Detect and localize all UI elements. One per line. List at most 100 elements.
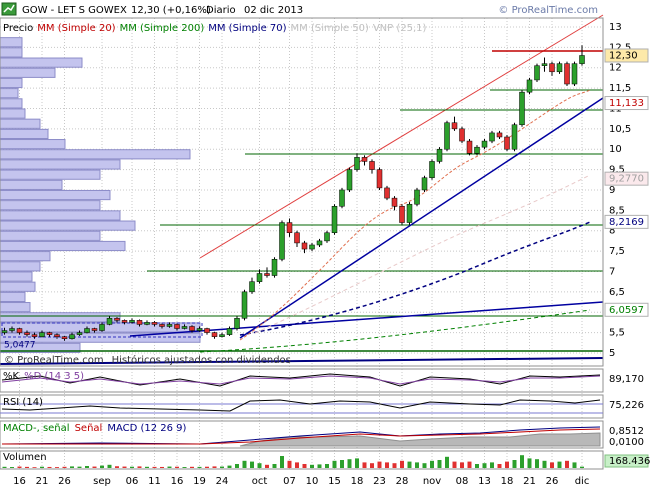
candle-body — [189, 326, 195, 331]
volume-profile-bar — [0, 139, 66, 150]
volume-bar — [535, 459, 539, 468]
candle-body — [219, 334, 225, 337]
x-tick-label: 18 — [351, 476, 364, 487]
panel-last-value: 0,8512 — [609, 426, 644, 437]
volume-bar — [190, 466, 194, 468]
x-tick-label: 13 — [478, 476, 491, 487]
candle-body — [451, 122, 458, 130]
period: Diario — [206, 5, 236, 16]
volume-profile-bar — [0, 302, 31, 313]
volume-profile-bar — [0, 230, 101, 241]
candle-body — [129, 320, 135, 323]
volume-bar — [250, 461, 254, 468]
volume-bar — [47, 466, 52, 468]
candle-body — [166, 324, 173, 327]
volume-bar — [10, 467, 14, 468]
footnote: Históricos ajustados con dividendos — [112, 354, 291, 366]
y-tick-label: 6,5 — [609, 287, 625, 298]
panel-title: Señal — [75, 423, 103, 434]
volume-last-value: 168.436 — [609, 456, 650, 467]
volume-bar — [467, 461, 472, 468]
volume-bar — [205, 466, 209, 468]
volume-profile-bar — [0, 128, 49, 140]
volume-bar — [542, 460, 547, 468]
volume-last-box — [604, 454, 649, 468]
x-tick-label: 11 — [148, 476, 161, 487]
oscillator-panel — [0, 368, 604, 393]
volume-profile-bar — [0, 332, 201, 343]
volume-bar — [85, 466, 89, 468]
price-label-box — [604, 48, 649, 63]
candle-body — [279, 222, 285, 260]
volume-bar — [362, 462, 367, 468]
volume-bar — [242, 460, 247, 468]
volume-bar — [92, 466, 97, 468]
volume-bar — [430, 460, 434, 468]
volume-profile-bar — [0, 47, 23, 58]
volume-bar — [235, 464, 239, 468]
volume-bar — [25, 466, 29, 468]
volume-bar — [130, 466, 134, 468]
candle-body — [459, 128, 465, 142]
volume-bar — [122, 466, 127, 468]
candle-body — [159, 324, 165, 327]
candle-body — [384, 187, 390, 199]
volume-bar — [227, 465, 232, 468]
volume-bar — [107, 464, 112, 468]
volume-bar — [377, 461, 382, 468]
volume-bar — [160, 466, 164, 468]
date: 02 dic 2013 — [244, 5, 303, 16]
candle-body — [256, 273, 263, 282]
volume-profile-bar — [0, 118, 41, 129]
macd-signal — [2, 428, 601, 445]
panel-title: %K — [3, 371, 20, 382]
candle-body — [211, 332, 218, 337]
rsi-panel — [0, 394, 604, 419]
y-tick-label: 8 — [609, 226, 615, 237]
y-tick-label: 13 — [609, 22, 622, 33]
volume-bar — [302, 464, 307, 468]
candle-body — [564, 63, 570, 85]
app-icon-line — [3, 4, 15, 13]
candle-body — [294, 232, 300, 244]
volume-bar — [370, 463, 374, 468]
candle-body — [474, 146, 480, 154]
candle-body — [39, 332, 45, 337]
volume-profile-bar — [0, 291, 26, 303]
volume-bar — [175, 466, 179, 468]
x-tick-label: dic — [575, 476, 590, 487]
volume-profile-bar — [0, 88, 19, 99]
volume-profile-bar — [0, 251, 51, 262]
candle-body — [519, 91, 525, 126]
candle-body — [316, 240, 323, 246]
candle-body — [541, 63, 548, 66]
x-tick-label: 26 — [546, 476, 559, 487]
volume-bar — [100, 465, 104, 468]
volume-bar — [512, 460, 517, 468]
volume-bar — [62, 466, 67, 468]
candle-body — [534, 65, 540, 81]
volume-profile-bar — [0, 149, 191, 160]
x-tick-label: 10 — [306, 476, 319, 487]
candle-body — [234, 318, 240, 329]
volume-bar — [520, 455, 524, 468]
candle-body — [331, 206, 338, 233]
candle-body — [324, 232, 330, 242]
candle-body — [271, 258, 278, 276]
legend-entry: MM (Simple 200) — [120, 23, 205, 34]
volume-bar — [385, 462, 389, 468]
macd-histogram — [239, 432, 601, 447]
oscillator-d — [1, 375, 601, 385]
volume-bar — [272, 464, 277, 468]
candle-body — [121, 320, 128, 323]
volume-bar — [295, 462, 299, 468]
x-tick-label: 26 — [58, 476, 71, 487]
x-tick-label: 08 — [456, 476, 469, 487]
volume-profile-bar — [0, 108, 26, 119]
volume-bar — [115, 466, 119, 468]
volume-profile-bar — [0, 98, 23, 109]
y-tick-label: 9 — [609, 185, 615, 196]
legend-entry: MM (Simple 70) — [208, 23, 286, 34]
volume-bar — [422, 463, 427, 468]
candle-body — [226, 328, 233, 335]
